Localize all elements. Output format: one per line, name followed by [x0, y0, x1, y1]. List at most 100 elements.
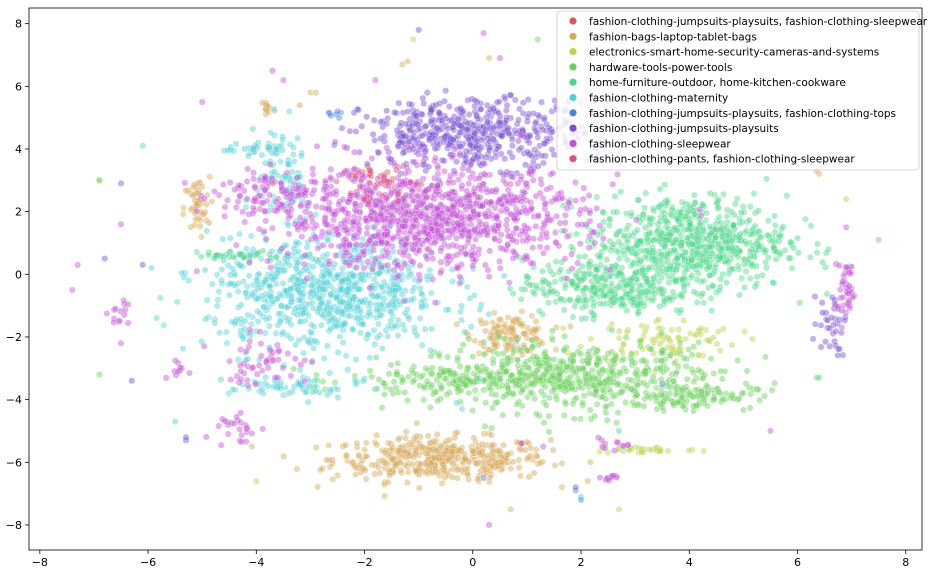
scatter-point [481, 210, 489, 218]
scatter-point [340, 143, 348, 151]
scatter-point [641, 204, 648, 212]
scatter-point [539, 279, 546, 287]
scatter-point [300, 260, 308, 268]
scatter-point [634, 226, 642, 234]
scatter-point [613, 208, 621, 216]
scatter-point [740, 255, 748, 263]
scatter-point [509, 254, 517, 262]
scatter-point [441, 469, 448, 477]
scatter-point [515, 316, 523, 324]
scatter-point [454, 264, 462, 272]
scatter-point [458, 316, 465, 324]
scatter-point [486, 473, 494, 481]
scatter-point [467, 323, 475, 331]
scatter-point [455, 446, 463, 454]
scatter-point [688, 351, 696, 359]
scatter-point [179, 204, 187, 212]
scatter-point [437, 258, 445, 266]
scatter-point [408, 366, 416, 374]
scatter-point [459, 341, 467, 349]
scatter-point [465, 180, 473, 188]
scatter-point [653, 405, 661, 413]
scatter-point [826, 342, 834, 350]
scatter-point [301, 251, 309, 259]
scatter-point [574, 259, 582, 267]
scatter-point [658, 357, 666, 365]
scatter-point [257, 255, 265, 263]
scatter-point [290, 143, 297, 151]
scatter-point [332, 177, 340, 185]
scatter-point [504, 232, 512, 240]
scatter-point [313, 222, 320, 229]
scatter-point [412, 432, 420, 440]
scatter-point [717, 367, 725, 375]
scatter-point [401, 388, 409, 396]
scatter-point [493, 334, 501, 342]
scatter-point [350, 109, 358, 117]
scatter-point [352, 200, 360, 208]
scatter-point [592, 387, 600, 395]
scatter-point [351, 462, 359, 470]
scatter-point [349, 218, 357, 226]
scatter-point [545, 299, 553, 307]
scatter-point [444, 125, 452, 133]
scatter-point [683, 397, 691, 405]
scatter-point [622, 333, 630, 341]
scatter-point [402, 442, 410, 450]
scatter-point [366, 236, 374, 244]
scatter-point [479, 202, 486, 210]
scatter-point [254, 307, 261, 315]
scatter-point [738, 274, 746, 282]
scatter-point [288, 296, 296, 304]
scatter-point [370, 246, 378, 254]
scatter-point [477, 316, 485, 324]
scatter-point [486, 467, 494, 475]
scatter-point [585, 260, 593, 268]
scatter-point [456, 273, 464, 281]
scatter-point [245, 258, 253, 266]
scatter-point [208, 280, 216, 288]
scatter-point [504, 458, 512, 466]
scatter-point [206, 173, 214, 181]
scatter-point [593, 193, 601, 201]
scatter-point [334, 308, 342, 316]
scatter-point [549, 336, 557, 344]
scatter-point [378, 446, 386, 454]
scatter-point [317, 233, 325, 241]
scatter-point [309, 263, 317, 271]
scatter-point [584, 359, 592, 367]
scatter-point [394, 448, 402, 456]
scatter-point [369, 130, 377, 138]
scatter-point [486, 247, 494, 255]
scatter-point [308, 214, 316, 221]
scatter-point [342, 451, 350, 459]
scatter-point [366, 354, 374, 362]
scatter-point [586, 389, 593, 397]
scatter-point [350, 282, 358, 290]
scatter-point [596, 380, 604, 388]
scatter-point [491, 340, 499, 348]
scatter-point [277, 384, 285, 392]
scatter-point [532, 222, 540, 230]
scatter-point [300, 349, 308, 357]
scatter-point [678, 275, 686, 283]
scatter-point [657, 285, 665, 293]
scatter-point [299, 309, 307, 317]
scatter-point [255, 270, 263, 278]
scatter-point [352, 207, 360, 215]
scatter-point [371, 439, 379, 446]
scatter-point [617, 346, 625, 354]
scatter-point [531, 124, 539, 132]
scatter-point [523, 148, 531, 156]
scatter-point [515, 116, 522, 124]
scatter-point [642, 189, 650, 197]
scatter-point [465, 475, 473, 483]
scatter-point [420, 152, 428, 160]
scatter-point [585, 192, 593, 199]
scatter-point [532, 446, 540, 454]
scatter-point [662, 240, 670, 248]
scatter-point [543, 120, 550, 128]
scatter-point [399, 149, 407, 157]
scatter-point [426, 346, 434, 354]
